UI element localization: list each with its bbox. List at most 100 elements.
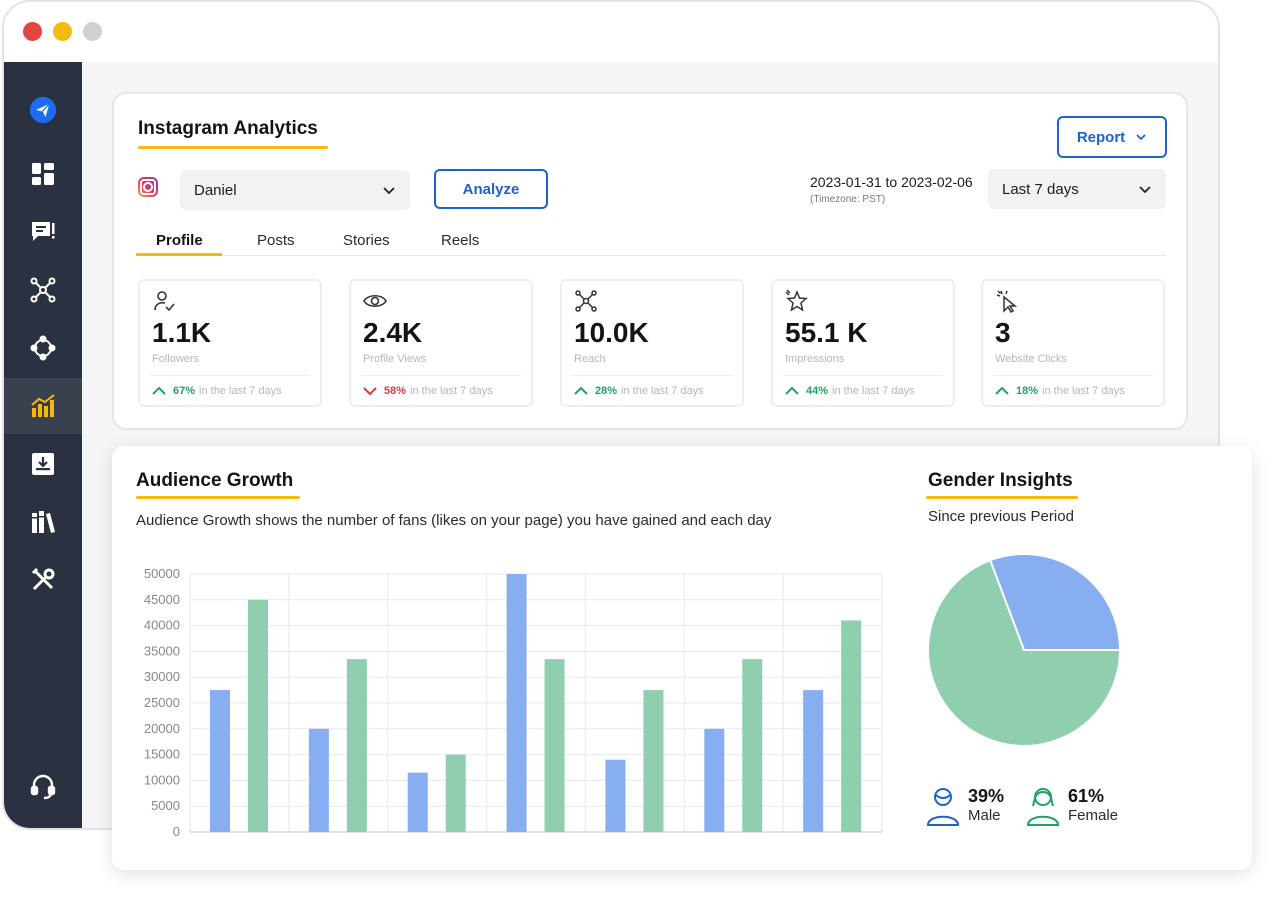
stat-change-percent: 28% xyxy=(595,385,618,397)
y-tick-label: 40000 xyxy=(144,618,180,633)
cursor-click-icon xyxy=(996,290,1018,313)
report-button[interactable]: Report xyxy=(1057,116,1167,158)
stat-card-profile-views[interactable]: 2.4K Profile Views 58% in the last 7 day… xyxy=(349,279,533,407)
male-percent: 39% xyxy=(968,786,1005,806)
tabs-divider xyxy=(136,255,1166,256)
sidebar xyxy=(4,62,82,828)
period-select[interactable]: Last 7 days xyxy=(988,169,1166,209)
account-select[interactable]: Daniel xyxy=(180,170,410,210)
messages-icon xyxy=(32,222,55,241)
stat-divider xyxy=(572,375,732,376)
stat-value: 10.0K xyxy=(574,317,649,348)
tab-posts[interactable]: Posts xyxy=(257,232,295,249)
page-title: Instagram Analytics xyxy=(138,118,318,139)
y-tick-label: 0 xyxy=(173,824,180,839)
tab-reels[interactable]: Reels xyxy=(441,232,480,249)
tab-stories[interactable]: Stories xyxy=(343,232,390,249)
stat-card-reach[interactable]: 10.0K Reach 28% in the last 7 days xyxy=(560,279,744,407)
arrow-up-icon xyxy=(995,386,1009,395)
sidebar-item-connect[interactable] xyxy=(4,320,82,376)
bar-chart-svg: 0 5000 10000 15000 20000 25000 30000 35000 40000… xyxy=(144,566,883,839)
tools-icon xyxy=(31,567,55,591)
male-user-icon xyxy=(926,788,960,826)
sidebar-item-support[interactable] xyxy=(4,758,82,814)
connect-icon xyxy=(30,335,56,361)
timezone-note: (Timezone: PST) xyxy=(810,194,886,205)
title-underline xyxy=(138,146,328,149)
sidebar-item-inbox[interactable] xyxy=(4,436,82,492)
y-tick-label: 30000 xyxy=(144,669,180,684)
bar-series-2 xyxy=(841,620,862,832)
stat-change: 28% in the last 7 days xyxy=(574,385,704,397)
sidebar-item-send[interactable] xyxy=(4,82,82,138)
stat-divider xyxy=(150,375,310,376)
bar-series-1 xyxy=(506,574,527,832)
minimize-window-button[interactable] xyxy=(53,22,72,41)
bar-series-2 xyxy=(544,659,565,832)
stat-card-followers[interactable]: 1.1K Followers 67% in the last 7 days xyxy=(138,279,322,407)
stat-divider xyxy=(361,375,521,376)
stat-change-percent: 58% xyxy=(384,385,407,397)
zoom-window-button[interactable] xyxy=(83,22,102,41)
bar-series-1 xyxy=(803,690,824,832)
sidebar-item-dashboard[interactable] xyxy=(4,146,82,202)
account-select-value: Daniel xyxy=(194,181,237,199)
arrow-up-icon xyxy=(785,386,799,395)
y-tick-label: 45000 xyxy=(144,592,180,607)
sidebar-item-analytics[interactable] xyxy=(4,378,82,434)
stat-value: 2.4K xyxy=(363,317,423,348)
headset-icon xyxy=(30,774,56,800)
inbox-download-icon xyxy=(32,453,54,475)
audience-growth-title: Audience Growth xyxy=(136,470,294,491)
female-percent: 61% xyxy=(1068,786,1105,806)
stat-change-suffix: in the last 7 days xyxy=(621,385,704,397)
pie-slice-male xyxy=(988,553,1122,651)
report-label: Report xyxy=(1076,128,1126,146)
tab-profile[interactable]: Profile xyxy=(156,232,203,249)
star-icon xyxy=(785,289,808,312)
close-window-button[interactable] xyxy=(23,22,42,41)
send-icon xyxy=(29,96,57,124)
sidebar-item-tools[interactable] xyxy=(4,552,82,608)
gender-insights-subtitle: Since previous Period xyxy=(928,508,1074,525)
sidebar-item-messages[interactable] xyxy=(4,204,82,260)
gender-title-underline xyxy=(926,496,1078,499)
stat-change: 44% in the last 7 days xyxy=(785,385,915,397)
bar-series-1 xyxy=(605,759,626,832)
stat-value: 1.1K xyxy=(152,317,212,348)
sidebar-item-library[interactable] xyxy=(4,494,82,550)
stat-change-percent: 18% xyxy=(1016,385,1039,397)
y-tick-label: 10000 xyxy=(144,772,180,787)
network-icon xyxy=(30,277,56,303)
library-icon xyxy=(32,511,55,533)
male-insight: 39% Male xyxy=(926,786,1004,826)
stat-divider xyxy=(993,375,1153,376)
instagram-icon xyxy=(138,177,158,197)
bar-series-1 xyxy=(407,772,428,832)
stat-label: Impressions xyxy=(785,353,845,365)
analyze-button[interactable]: Analyze xyxy=(434,169,548,209)
stat-label: Website Clicks xyxy=(995,353,1067,365)
bar-series-2 xyxy=(742,659,763,832)
bar-series-2 xyxy=(248,599,268,832)
stat-change: 18% in the last 7 days xyxy=(995,385,1125,397)
y-tick-label: 35000 xyxy=(144,643,180,658)
male-label: Male xyxy=(968,807,1001,824)
female-label: Female xyxy=(1068,807,1119,824)
title-bar xyxy=(4,2,1218,62)
stat-card-impressions[interactable]: 55.1 K Impressions 44% in the last 7 day… xyxy=(771,279,955,407)
active-tab-indicator xyxy=(136,253,222,256)
insights-card: Audience Growth Audience Growth shows th… xyxy=(112,446,1252,870)
stat-label: Reach xyxy=(574,353,606,365)
arrow-down-icon xyxy=(363,387,377,396)
stat-card-website-clicks[interactable]: 3 Website Clicks 18% in the last 7 days xyxy=(981,279,1165,407)
network-icon xyxy=(575,290,597,312)
eye-icon xyxy=(363,294,387,308)
stat-label: Profile Views xyxy=(363,353,427,365)
sidebar-item-network[interactable] xyxy=(4,262,82,318)
instagram-analytics-card: Instagram Analytics Report Daniel Analyz… xyxy=(112,92,1188,430)
stat-change-suffix: in the last 7 days xyxy=(832,385,915,397)
audience-growth-description: Audience Growth shows the number of fans… xyxy=(136,512,772,529)
analytics-icon xyxy=(31,394,55,417)
female-insight: 61% Female xyxy=(1026,786,1118,826)
